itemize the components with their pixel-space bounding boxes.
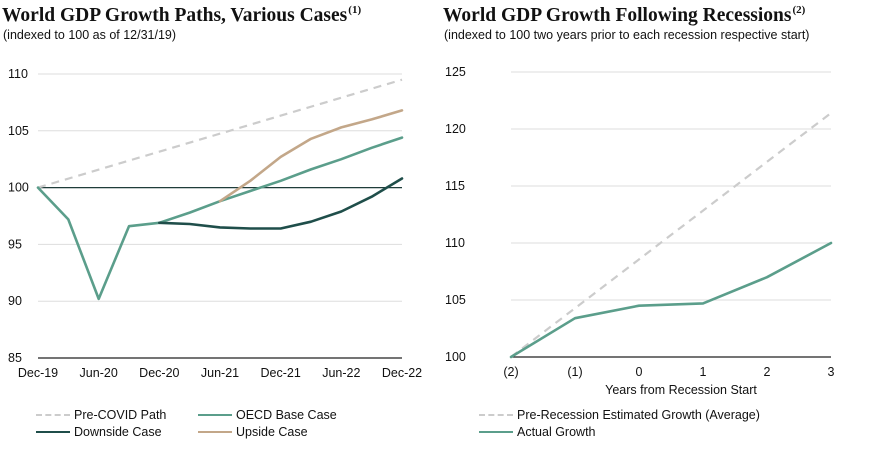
legend-item-downside: Downside Case bbox=[36, 425, 162, 439]
legend-label-pre-recession: Pre-Recession Estimated Growth (Average) bbox=[517, 408, 760, 422]
y-tick-label: 120 bbox=[445, 122, 466, 136]
x-tick-label: 2 bbox=[764, 365, 771, 379]
left-chart-subtitle: (indexed to 100 as of 12/31/19) bbox=[3, 28, 177, 42]
legend-label-actual-growth: Actual Growth bbox=[517, 425, 596, 439]
y-tick-label: 100 bbox=[445, 350, 466, 364]
series-line-upside-case bbox=[218, 109, 404, 203]
left-chart-title: World GDP Growth Paths, Various Cases(1) bbox=[2, 4, 362, 26]
y-tick-label: 85 bbox=[8, 351, 22, 365]
left-title-footnote: (1) bbox=[348, 4, 362, 16]
x-tick-label: Dec-22 bbox=[382, 366, 422, 380]
series-line-downside-case bbox=[158, 177, 404, 230]
y-tick-label: 90 bbox=[8, 294, 22, 308]
x-tick-label: (2) bbox=[503, 365, 518, 379]
right-chart-panel: World GDP Growth Following Recessions(2)… bbox=[437, 0, 873, 458]
x-tick-label: Dec-19 bbox=[18, 366, 58, 380]
legend-item-pre-recession: Pre-Recession Estimated Growth (Average) bbox=[479, 408, 760, 422]
y-tick-label: 125 bbox=[445, 65, 466, 79]
legend-swatch-pre-recession bbox=[479, 414, 513, 416]
y-tick-label: 100 bbox=[8, 181, 29, 195]
y-tick-label: 110 bbox=[445, 236, 465, 250]
x-tick-label: 0 bbox=[636, 365, 643, 379]
x-tick-label: Jun-21 bbox=[201, 366, 239, 380]
legend-swatch-oecd bbox=[198, 414, 232, 416]
y-tick-label: 110 bbox=[8, 67, 28, 81]
y-tick-label: 95 bbox=[8, 237, 22, 251]
x-tick-label: Dec-20 bbox=[139, 366, 179, 380]
series-line-oecd-base-case bbox=[36, 136, 404, 301]
y-tick-label: 105 bbox=[445, 293, 466, 307]
legend-item-upside: Upside Case bbox=[198, 425, 308, 439]
x-tick-label: (1) bbox=[567, 365, 582, 379]
right-chart-subtitle: (indexed to 100 two years prior to each … bbox=[444, 28, 810, 42]
x-tick-label: Dec-21 bbox=[261, 366, 301, 380]
x-tick-label: Jun-22 bbox=[322, 366, 360, 380]
x-tick-label: 3 bbox=[828, 365, 835, 379]
right-chart-title: World GDP Growth Following Recessions(2) bbox=[443, 4, 806, 26]
legend-swatch-pre-covid bbox=[36, 414, 70, 416]
legend-swatch-actual-growth bbox=[479, 431, 513, 433]
legend-item-actual-growth: Actual Growth bbox=[479, 425, 596, 439]
legend-swatch-downside bbox=[36, 431, 70, 433]
y-tick-label: 105 bbox=[8, 124, 29, 138]
legend-item-oecd: OECD Base Case bbox=[198, 408, 337, 422]
left-chart-panel: World GDP Growth Paths, Various Cases(1)… bbox=[0, 0, 436, 458]
legend-label-oecd: OECD Base Case bbox=[236, 408, 337, 422]
legend-swatch-upside bbox=[198, 431, 232, 433]
series-line-pre-covid-path bbox=[37, 78, 403, 189]
right-chart-plot: 100 105 110 115 120 125 (2) (1) 0 1 2 3 Years from R… bbox=[445, 65, 835, 397]
x-tick-label: 1 bbox=[700, 365, 707, 379]
y-tick-label: 115 bbox=[445, 179, 465, 193]
series-line-actual-growth bbox=[509, 241, 833, 359]
legend-label-pre-covid: Pre-COVID Path bbox=[74, 408, 167, 422]
x-tick-label: Jun-20 bbox=[80, 366, 118, 380]
legend-item-pre-covid: Pre-COVID Path bbox=[36, 408, 166, 422]
series-line-pre-recession-estimated-growth-average bbox=[510, 112, 832, 358]
left-chart-plot: 85 90 95 100 105 110 Dec-19 Jun-20 Dec-20 Jun-21 D… bbox=[8, 67, 422, 380]
legend-label-downside: Downside Case bbox=[74, 425, 162, 439]
right-title-footnote: (2) bbox=[792, 4, 806, 16]
legend-label-upside: Upside Case bbox=[236, 425, 308, 439]
x-axis-label: Years from Recession Start bbox=[605, 383, 757, 397]
